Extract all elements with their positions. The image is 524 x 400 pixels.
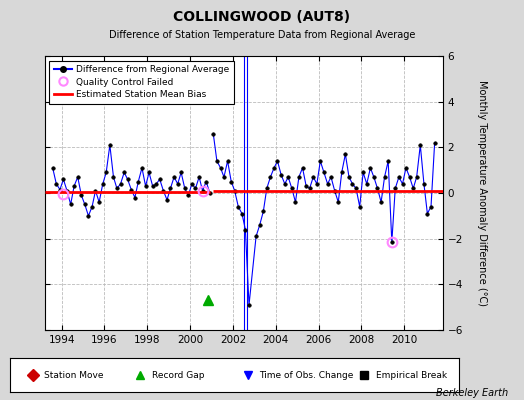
Y-axis label: Monthly Temperature Anomaly Difference (°C): Monthly Temperature Anomaly Difference (… [477, 80, 487, 306]
Text: Time of Obs. Change: Time of Obs. Change [259, 370, 354, 380]
Text: COLLINGWOOD (AUT8): COLLINGWOOD (AUT8) [173, 10, 351, 24]
Legend: Difference from Regional Average, Quality Control Failed, Estimated Station Mean: Difference from Regional Average, Qualit… [49, 60, 234, 104]
Text: Record Gap: Record Gap [151, 370, 204, 380]
Text: Empirical Break: Empirical Break [376, 370, 447, 380]
Text: Berkeley Earth: Berkeley Earth [436, 388, 508, 398]
Text: Difference of Station Temperature Data from Regional Average: Difference of Station Temperature Data f… [109, 30, 415, 40]
Text: Station Move: Station Move [44, 370, 104, 380]
